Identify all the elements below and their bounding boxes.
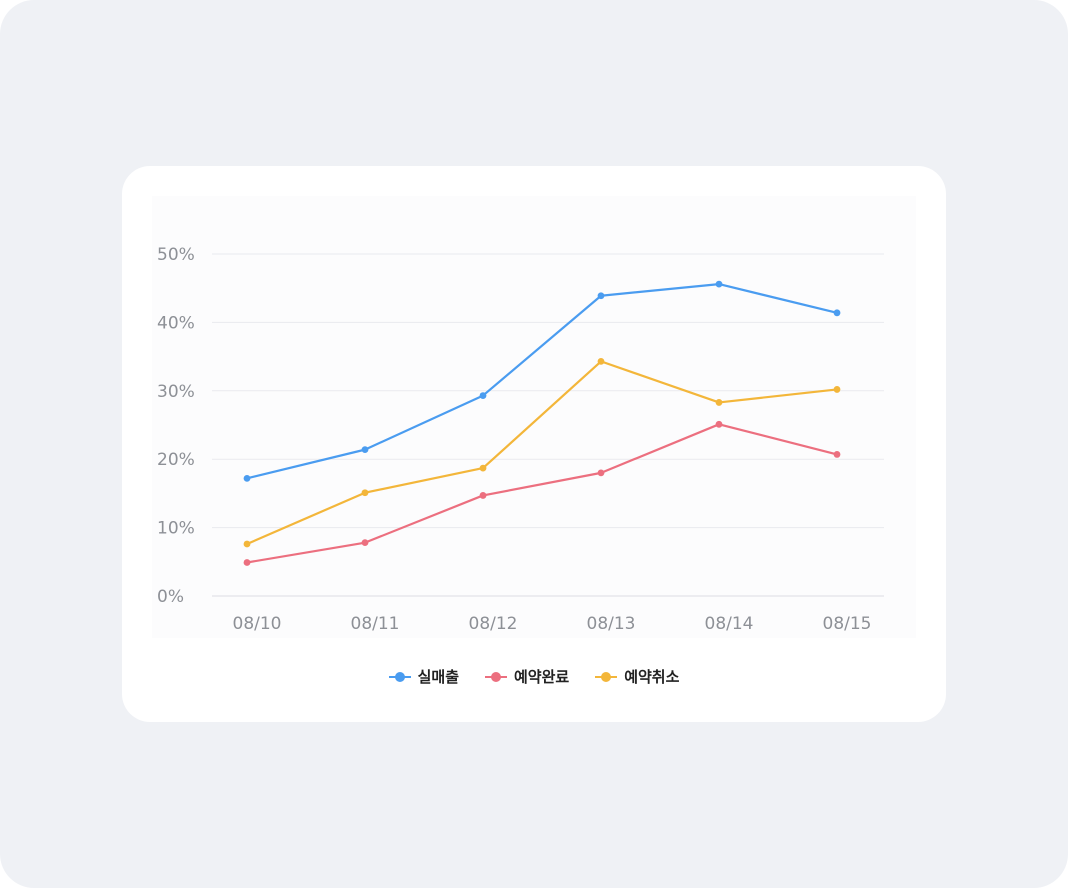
series-line bbox=[245, 282, 839, 480]
y-tick-label: 30% bbox=[157, 382, 195, 402]
legend-label: 예약완료 bbox=[514, 668, 570, 686]
data-point bbox=[597, 469, 605, 477]
data-point bbox=[715, 399, 723, 406]
legend-item[interactable]: 실매출 bbox=[388, 666, 459, 687]
legend-marker-dot bbox=[491, 671, 501, 682]
series-lines bbox=[243, 280, 841, 566]
legend-marker-icon bbox=[485, 671, 507, 683]
legend-marker-dot bbox=[601, 671, 612, 682]
x-axis-ticks: 08/10 08/11 08/12 08/13 08/14 08/15 bbox=[233, 614, 872, 634]
legend-marker-icon bbox=[388, 671, 411, 683]
legend-marker-icon bbox=[595, 671, 618, 683]
x-tick-label: 08/13 bbox=[587, 614, 636, 634]
series-1 bbox=[243, 280, 841, 482]
chart-card: 0% 10% 20% 30% 40% 50% 08/10 08/11 08/12 08/13 08… bbox=[122, 166, 946, 722]
data-point bbox=[361, 446, 369, 454]
data-point bbox=[361, 539, 369, 547]
series-2 bbox=[243, 420, 841, 566]
x-tick-label: 08/15 bbox=[823, 614, 872, 634]
data-point bbox=[833, 386, 841, 393]
data-point bbox=[715, 280, 723, 288]
data-point bbox=[479, 392, 487, 399]
x-tick-label: 08/10 bbox=[233, 614, 282, 634]
series-line bbox=[245, 360, 839, 546]
y-axis-ticks: 0% 10% 20% 30% 40% 50% bbox=[157, 245, 195, 607]
y-tick-label: 10% bbox=[157, 519, 195, 539]
plot-area bbox=[152, 196, 916, 638]
series-line bbox=[245, 423, 839, 564]
legend-label: 실매출 bbox=[417, 668, 459, 686]
data-point bbox=[715, 420, 723, 428]
data-point bbox=[597, 357, 605, 365]
y-tick-label: 50% bbox=[157, 245, 195, 265]
data-point bbox=[833, 451, 841, 458]
y-tick-label: 0% bbox=[157, 587, 184, 607]
data-point bbox=[361, 489, 369, 497]
data-point bbox=[597, 292, 605, 300]
legend-marker-dot bbox=[394, 671, 405, 682]
y-tick-label: 20% bbox=[157, 450, 195, 470]
data-point bbox=[243, 559, 251, 566]
legend-item[interactable]: 예약완료 bbox=[485, 666, 569, 687]
series-3 bbox=[243, 357, 841, 548]
data-point bbox=[243, 540, 251, 548]
data-point bbox=[243, 474, 251, 482]
legend: 실매출 예약완료 예약취소 bbox=[122, 666, 946, 687]
grid-lines bbox=[212, 253, 884, 597]
data-point bbox=[479, 492, 487, 499]
x-tick-label: 08/11 bbox=[351, 614, 400, 634]
legend-item[interactable]: 예약취소 bbox=[595, 666, 679, 687]
line-chart: 0%10%20%30%40%50% 08/10 08/11 08/12 08/13 08… bbox=[157, 245, 884, 634]
x-tick-label: 08/14 bbox=[705, 614, 754, 634]
data-point bbox=[479, 464, 487, 472]
y-tick-label: 40% bbox=[157, 313, 195, 333]
legend-label: 예약취소 bbox=[624, 668, 680, 686]
x-tick-label: 08/12 bbox=[469, 614, 518, 634]
data-point bbox=[833, 309, 841, 317]
